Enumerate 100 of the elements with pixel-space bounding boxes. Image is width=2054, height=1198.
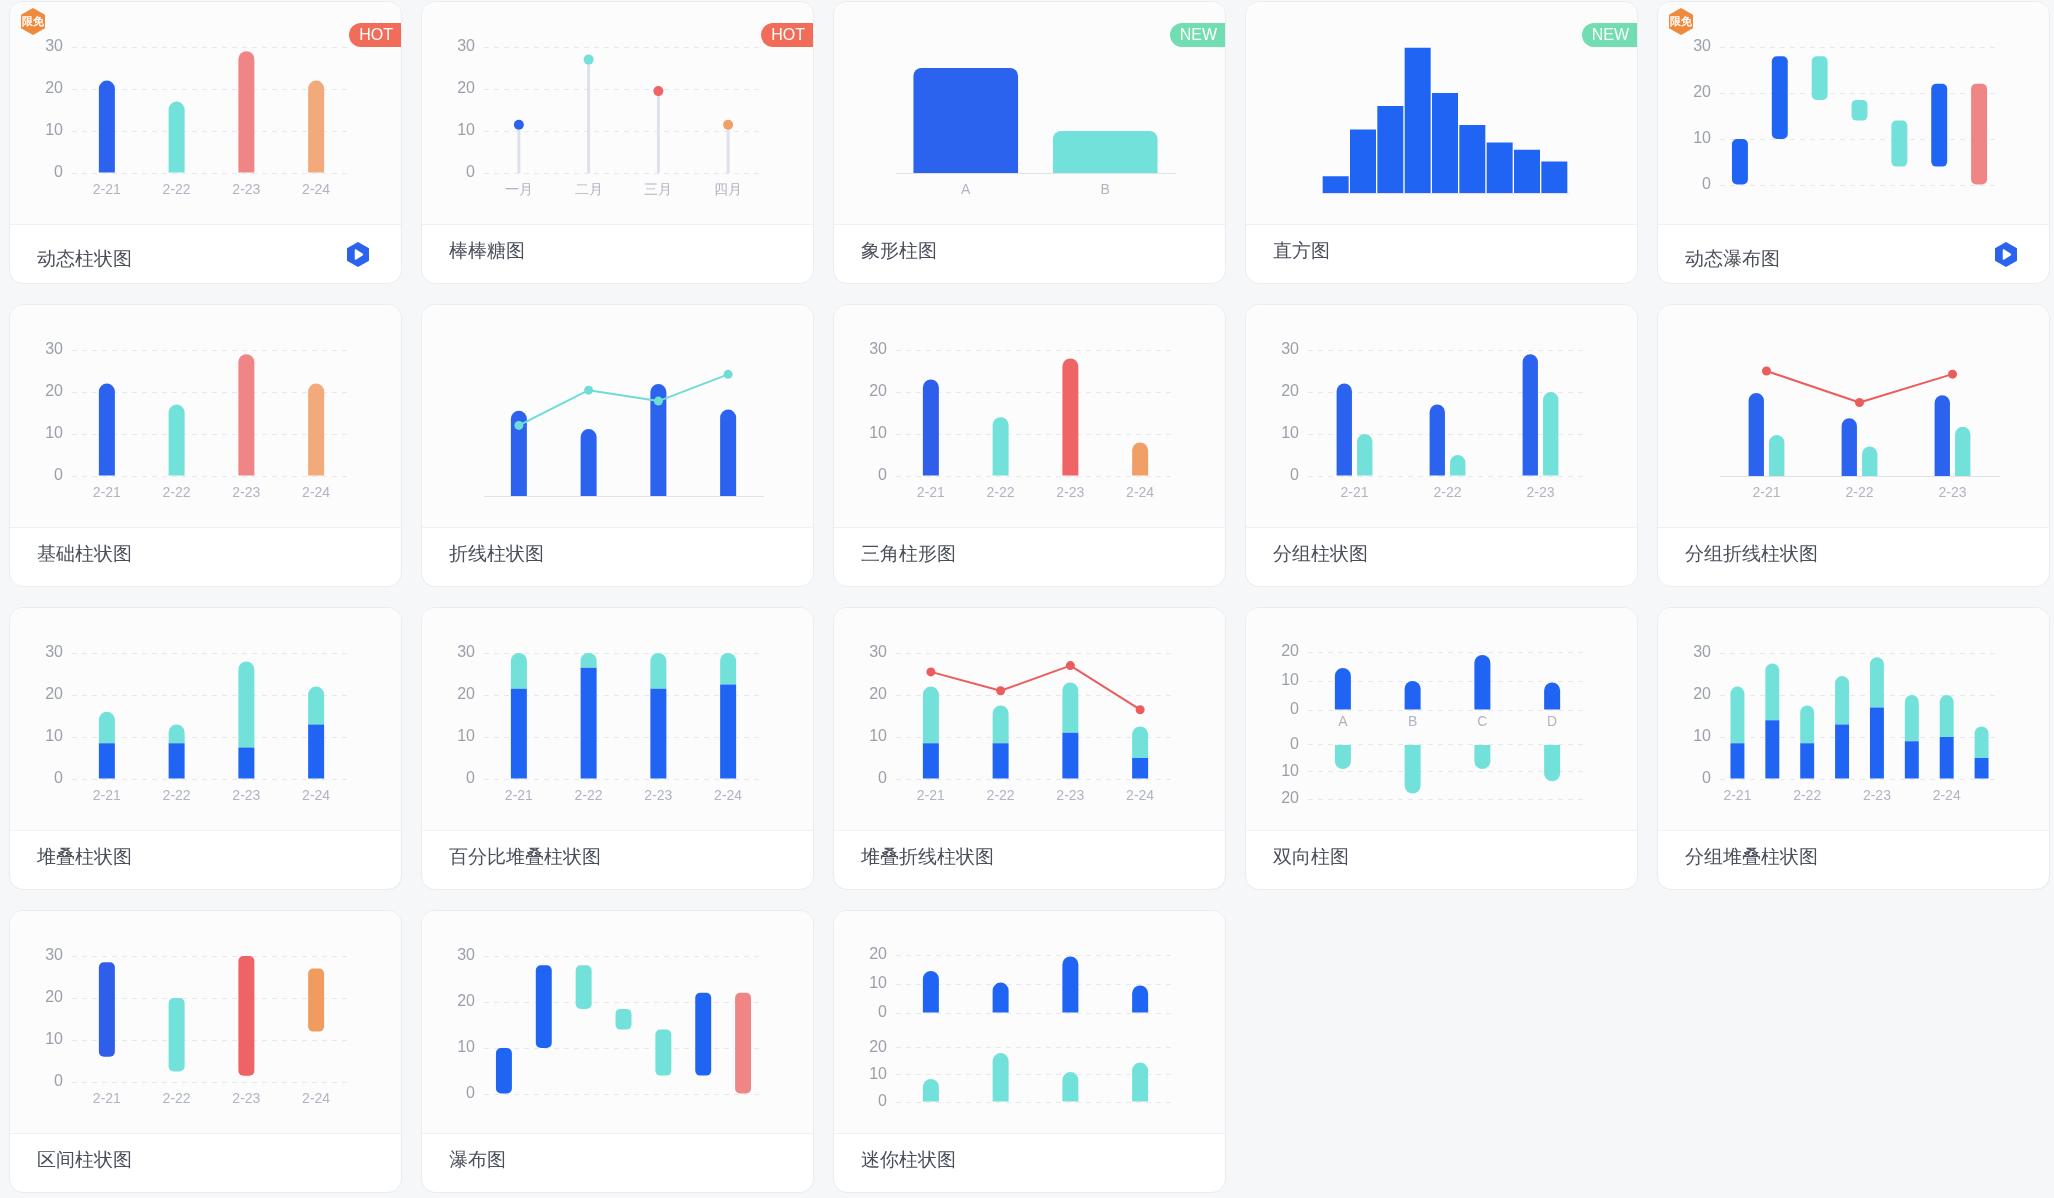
- y-tick-label: 0: [466, 1084, 476, 1102]
- x-tick-label: 2-21: [916, 787, 946, 804]
- y-tick-label: 20: [45, 988, 64, 1006]
- y-tick-label: 10: [45, 121, 64, 139]
- x-tick-label: 2-21: [92, 787, 122, 804]
- y-tick-label: 20: [1281, 789, 1300, 807]
- x-tick-label: C: [1477, 713, 1488, 730]
- y-tick-label: 30: [45, 946, 64, 964]
- y-tick-label: 30: [457, 946, 476, 964]
- text: 动态瀑布图: [1685, 246, 1780, 270]
- y-tick-label: 0: [54, 769, 64, 787]
- y-tick-label: 20: [869, 685, 888, 703]
- y-tick-label: 20: [457, 685, 476, 703]
- x-tick-label: 2-22: [1845, 484, 1874, 501]
- x-tick-label: 2-24: [714, 787, 743, 804]
- text: NEW: [1581, 23, 1637, 47]
- x-tick-label: B: [1100, 181, 1110, 198]
- y-tick-label: 20: [1693, 83, 1712, 101]
- y-tick-label: 20: [869, 945, 888, 963]
- y-tick-label: 0: [54, 1072, 64, 1090]
- x-tick-label: 2-21: [92, 484, 122, 501]
- y-tick-label: 0: [1702, 769, 1712, 787]
- y-tick-label: 10: [1693, 129, 1712, 147]
- y-tick-label: 10: [45, 424, 64, 442]
- y-tick-label: 10: [1281, 424, 1300, 442]
- x-tick-label: 四月: [714, 181, 743, 198]
- x-tick-label: 2-22: [162, 787, 191, 804]
- y-tick-label: 10: [869, 424, 888, 442]
- hexagon-badge: 限免: [1669, 8, 1693, 35]
- y-tick-label: 30: [457, 643, 476, 661]
- x-tick-label: A: [1338, 713, 1349, 730]
- y-tick-label: 30: [45, 340, 64, 358]
- text: 动态柱状图: [37, 246, 132, 270]
- y-tick-label: 20: [457, 992, 476, 1010]
- x-tick-label: 2-22: [986, 787, 1015, 804]
- y-tick-label: 20: [869, 1038, 888, 1056]
- x-tick-label: 2-24: [302, 787, 331, 804]
- x-tick-label: D: [1547, 713, 1558, 730]
- x-tick-label: 2-23: [1862, 787, 1892, 804]
- y-tick-label: 30: [1693, 37, 1712, 55]
- y-tick-label: 10: [1281, 762, 1300, 780]
- y-tick-label: 10: [869, 727, 888, 745]
- x-tick-label: 2-22: [162, 1090, 191, 1107]
- y-tick-label: 0: [466, 163, 476, 181]
- x-tick-label: 2-22: [1433, 484, 1462, 501]
- text: 基础柱状图: [37, 541, 132, 565]
- x-tick-label: 2-22: [1793, 787, 1822, 804]
- y-tick-label: 20: [45, 382, 64, 400]
- text: 三角柱形图: [861, 541, 956, 565]
- text: 分组柱状图: [1273, 541, 1368, 565]
- x-tick-label: 2-22: [986, 484, 1015, 501]
- y-tick-label: 10: [869, 974, 888, 992]
- text: HOT: [349, 23, 401, 47]
- text: 堆叠柱状图: [37, 844, 132, 868]
- text: HOT: [761, 23, 813, 47]
- y-tick-label: 10: [1693, 727, 1712, 745]
- x-tick-label: 2-23: [1526, 484, 1555, 501]
- y-tick-label: 0: [878, 1092, 888, 1110]
- x-tick-label: A: [961, 181, 972, 198]
- text: 迷你柱状图: [861, 1147, 956, 1171]
- x-tick-label: 2-21: [916, 484, 946, 501]
- y-tick-label: 30: [869, 340, 888, 358]
- x-tick-label: 2-21: [1723, 787, 1752, 804]
- y-tick-label: 0: [1290, 466, 1300, 484]
- y-tick-label: 10: [457, 1038, 476, 1056]
- x-tick-label: 2-24: [302, 1090, 331, 1107]
- x-tick-label: 2-24: [302, 484, 331, 501]
- y-tick-label: 20: [45, 685, 64, 703]
- y-tick-label: 30: [1693, 643, 1712, 661]
- text: 直方图: [1273, 238, 1330, 262]
- text: 百分比堆叠柱状图: [449, 844, 601, 868]
- x-tick-label: 2-23: [232, 1090, 261, 1107]
- text: NEW: [1169, 23, 1225, 47]
- y-tick-label: 20: [45, 79, 64, 97]
- y-tick-label: 30: [45, 37, 64, 55]
- y-tick-label: 30: [45, 643, 64, 661]
- y-tick-label: 30: [1281, 340, 1300, 358]
- y-tick-label: 10: [457, 121, 476, 139]
- x-tick-label: 2-24: [1932, 787, 1961, 804]
- text: 象形柱图: [861, 238, 937, 262]
- text: 堆叠折线柱状图: [861, 844, 994, 868]
- y-tick-label: 10: [869, 1065, 888, 1083]
- x-tick-label: 2-21: [1340, 484, 1369, 501]
- x-tick-label: 一月: [504, 181, 533, 198]
- x-tick-label: 2-24: [1126, 484, 1155, 501]
- x-tick-label: 2-23: [232, 787, 261, 804]
- y-tick-label: 0: [878, 466, 888, 484]
- y-tick-label: 10: [45, 727, 64, 745]
- y-tick-label: 30: [457, 37, 476, 55]
- y-tick-label: 10: [45, 1030, 64, 1048]
- y-tick-label: 20: [1693, 685, 1712, 703]
- text: 双向柱图: [1273, 844, 1349, 868]
- y-tick-label: 10: [1281, 671, 1300, 689]
- text: 瀑布图: [449, 1147, 506, 1171]
- y-tick-label: 0: [878, 769, 888, 787]
- y-tick-label: 0: [1702, 175, 1712, 193]
- y-tick-label: 20: [869, 382, 888, 400]
- text: 棒棒糖图: [449, 238, 525, 262]
- x-tick-label: 二月: [574, 181, 603, 198]
- x-tick-label: 2-23: [1056, 787, 1085, 804]
